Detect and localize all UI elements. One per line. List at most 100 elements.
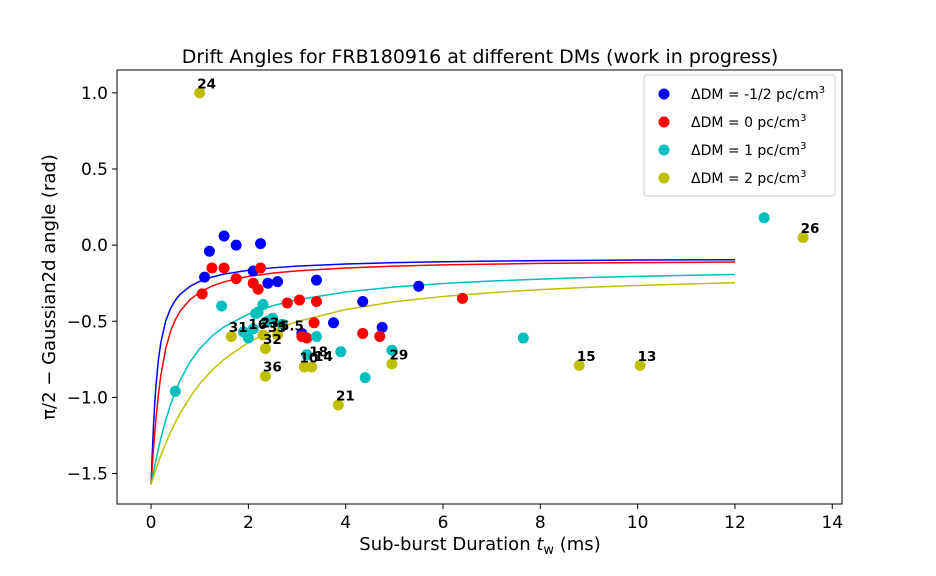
data-point-series0-6 <box>262 277 274 289</box>
data-point-series2-4 <box>247 323 259 335</box>
data-point-series0-7 <box>272 276 284 288</box>
data-point-series1-2 <box>218 262 230 274</box>
data-point-series1-5 <box>252 283 264 295</box>
legend-label-0: ΔDM = -1/2 pc/cm3 <box>691 85 825 103</box>
model-curve-2 <box>150 273 735 485</box>
data-point-series2-3 <box>242 332 254 344</box>
data-point-series1-6 <box>255 262 267 274</box>
annotation-label-7: 32 <box>263 332 282 348</box>
y-tick-label-4: 0.5 <box>81 160 108 180</box>
data-point-series0-3 <box>230 239 242 251</box>
data-point-series2-1 <box>216 300 228 312</box>
data-point-series1-7 <box>281 297 293 309</box>
y-axis-label: π/2 − Gaussian2d angle (rad) <box>39 154 60 420</box>
annotation-label-9: 14 <box>314 349 333 365</box>
data-point-series3-10 <box>573 359 585 371</box>
plot-frame <box>116 69 843 505</box>
annotation-label-15: 13 <box>638 349 657 365</box>
data-point-series0-5 <box>255 238 267 250</box>
x-axis-label-variable: t <box>536 534 544 555</box>
annotation-label-4: 23 <box>261 315 280 331</box>
annotation-label-11: 29 <box>389 347 408 363</box>
legend-label-3: ΔDM = 2 pc/cm3 <box>691 169 806 187</box>
data-point-series2-11 <box>301 349 313 361</box>
data-point-series0-13 <box>413 280 425 292</box>
data-point-series0-10 <box>328 317 340 329</box>
model-curve-0 <box>150 258 735 485</box>
data-point-series2-13 <box>335 346 347 358</box>
x-tick-label-0: 0 <box>146 513 157 533</box>
data-point-series0-11 <box>357 295 369 307</box>
x-axis-ticks: 0 2 4 6 8 10 12 14 <box>146 504 843 533</box>
x-axis-label-text: Sub-burst Duration <box>359 534 536 555</box>
x-tick-label-1: 2 <box>243 513 254 533</box>
data-point-series1-11 <box>308 317 320 329</box>
data-point-series1-8 <box>293 294 305 306</box>
data-point-series2-0 <box>169 385 181 397</box>
x-axis-label-unit: (ms) <box>554 534 601 555</box>
data-point-series3-12 <box>797 232 809 244</box>
legend-marker-3 <box>658 172 670 184</box>
data-point-series2-7 <box>257 299 269 311</box>
data-point-series3-11 <box>634 359 646 371</box>
data-point-series3-2 <box>257 329 269 341</box>
data-point-series1-15 <box>456 292 468 304</box>
data-point-series3-3 <box>259 343 271 355</box>
legend-marker-1 <box>658 116 670 128</box>
legend-box <box>643 74 836 197</box>
legend: ΔDM = -1/2 pc/cm3 ΔDM = 0 pc/cm3 ΔDM = 1 p… <box>643 74 836 197</box>
annotation-label-6: 5.5 <box>280 318 304 334</box>
chart-title: Drift Angles for FRB180916 at different … <box>182 46 779 68</box>
y-tick-label-5: 1.0 <box>81 84 108 104</box>
data-point-series2-15 <box>386 344 398 356</box>
legend-label-2: ΔDM = 1 pc/cm3 <box>691 141 806 159</box>
annotation-label-5: 35 <box>268 320 287 336</box>
annotation-label-10: 10 <box>299 350 318 366</box>
legend-marker-0 <box>658 88 670 100</box>
y-tick-label-0: −1.5 <box>67 465 108 485</box>
x-tick-label-2: 4 <box>340 513 351 533</box>
x-tick-label-3: 6 <box>438 513 449 533</box>
data-point-series2-16 <box>517 332 529 344</box>
data-point-series1-12 <box>311 295 322 307</box>
x-tick-label-5: 10 <box>627 513 649 533</box>
data-point-series2-17 <box>758 212 770 224</box>
data-point-series3-7 <box>306 361 318 373</box>
annotation-label-0: 24 <box>197 76 216 92</box>
x-tick-label-7: 14 <box>821 513 843 533</box>
y-tick-label-2: −0.5 <box>67 312 108 332</box>
data-point-series2-12 <box>311 330 322 342</box>
x-axis-label: Sub-burst Duration tw (ms) <box>359 534 600 558</box>
data-point-series0-9 <box>311 274 322 286</box>
annotation-label-3: 16 <box>248 317 267 333</box>
data-point-series0-1 <box>203 245 215 257</box>
y-tick-label-3: 0.0 <box>81 236 108 256</box>
data-point-series0-0 <box>199 271 211 283</box>
data-points <box>169 87 809 411</box>
annotation-label-1: 26 <box>801 221 820 237</box>
data-point-series1-14 <box>374 330 386 342</box>
data-point-series3-0 <box>194 87 206 99</box>
data-point-series0-12 <box>376 321 388 333</box>
legend-marker-2 <box>658 144 670 156</box>
data-point-series1-1 <box>206 262 218 274</box>
data-point-series3-8 <box>332 399 344 411</box>
data-point-series1-3 <box>230 273 242 285</box>
y-axis-ticks: −1.5 −1.0 −0.5 0.0 0.5 1.0 <box>67 84 117 485</box>
data-point-series3-4 <box>259 370 271 382</box>
y-tick-label-1: −1.0 <box>67 388 108 408</box>
data-point-series1-0 <box>196 288 208 300</box>
data-point-series1-10 <box>301 332 313 344</box>
data-point-series2-10 <box>276 318 288 330</box>
x-axis-label-subscript: w <box>543 543 554 558</box>
legend-label-1: ΔDM = 0 pc/cm3 <box>691 113 806 131</box>
data-point-series3-9 <box>386 358 398 370</box>
x-tick-label-6: 12 <box>724 513 746 533</box>
annotation-label-14: 15 <box>577 349 596 365</box>
data-point-series0-2 <box>218 230 230 242</box>
data-point-series1-13 <box>357 327 369 339</box>
data-point-series2-14 <box>359 372 371 384</box>
data-point-series2-9 <box>267 312 279 324</box>
